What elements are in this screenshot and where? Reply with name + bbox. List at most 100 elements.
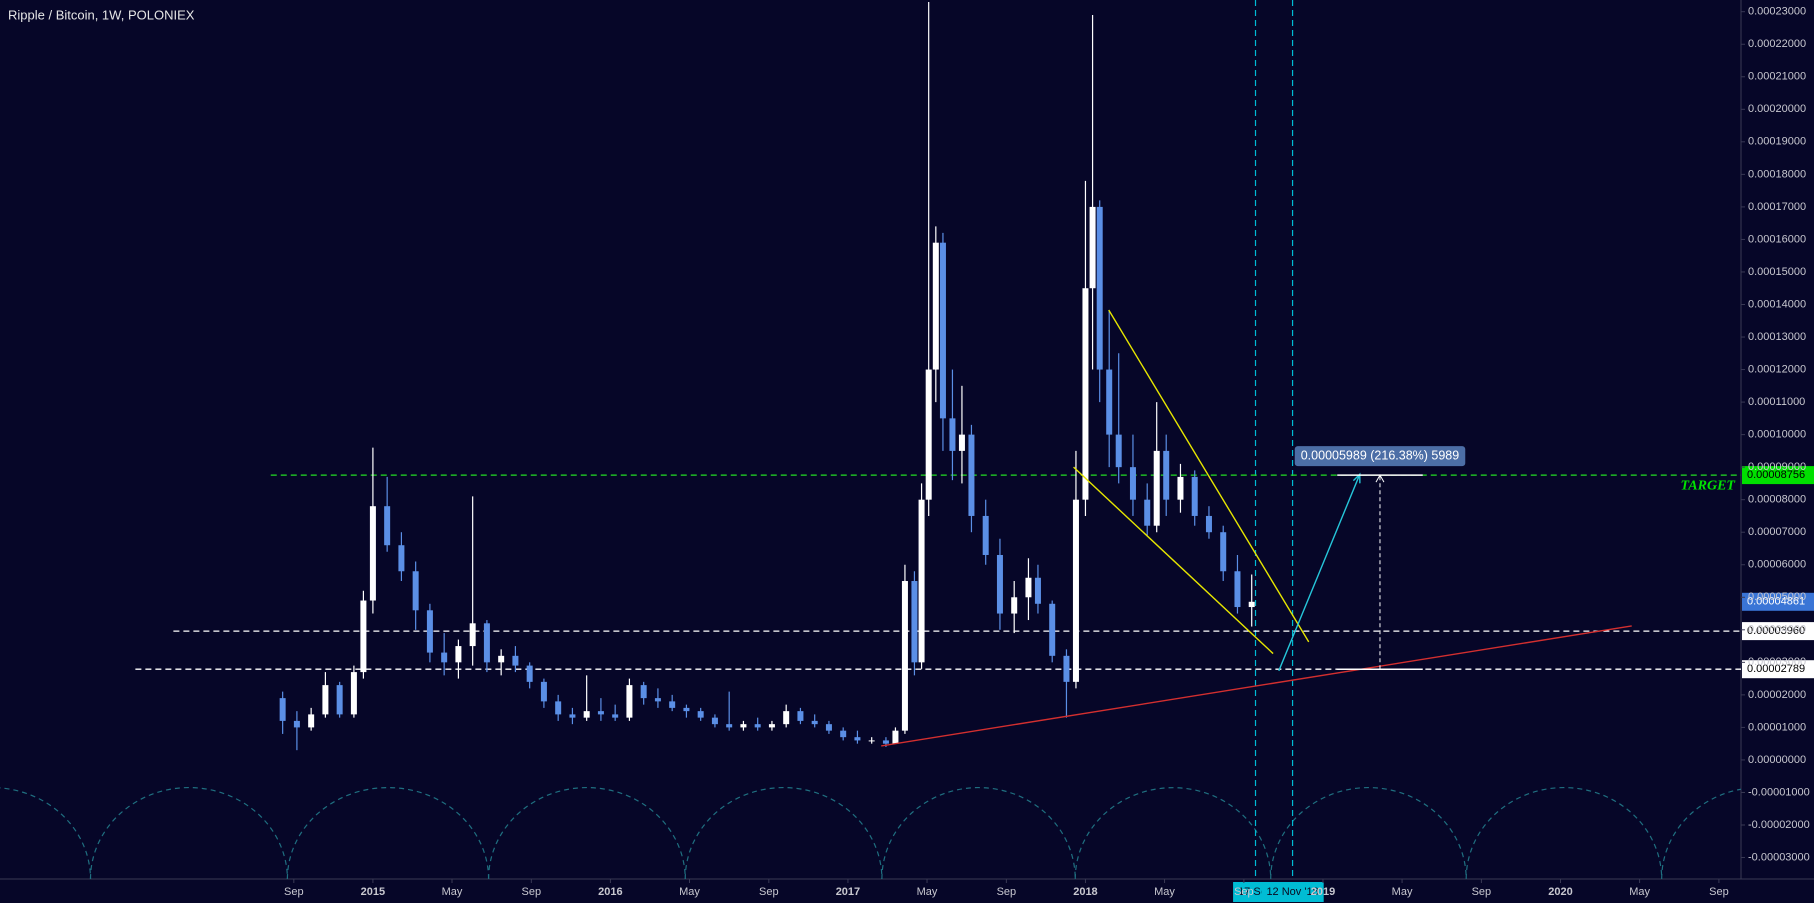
candle-body xyxy=(555,701,562,715)
candle-body xyxy=(384,506,391,546)
candle-body xyxy=(996,554,1003,614)
candle-body xyxy=(982,515,989,555)
y-tick-label: 0.00007000 xyxy=(1748,526,1806,538)
candle-body xyxy=(1234,571,1241,608)
candle-body xyxy=(811,720,818,725)
date-tag-box xyxy=(1261,882,1324,902)
x-tick-label: May xyxy=(1392,886,1413,898)
candle-body xyxy=(583,711,590,718)
candle-body xyxy=(868,740,875,742)
y-tick-label: 0.00011000 xyxy=(1748,396,1805,408)
candle-body xyxy=(783,711,790,725)
date-tag: 12 Nov '18 xyxy=(1266,886,1318,898)
candle-body xyxy=(768,724,775,728)
candle-body xyxy=(1011,597,1018,614)
y-tick-label: 0.00004000 xyxy=(1748,624,1806,636)
candle-body xyxy=(925,369,932,500)
candle-body xyxy=(797,711,804,721)
candle-body xyxy=(1115,434,1122,468)
candle-body xyxy=(958,434,965,451)
x-tick-label: 2018 xyxy=(1073,886,1097,898)
y-tick-label: -0.00003000 xyxy=(1748,851,1810,863)
candle-body xyxy=(1025,577,1032,598)
arrow-head xyxy=(1375,474,1385,483)
cycle-arc xyxy=(1270,787,1467,879)
candle-body xyxy=(1153,450,1160,526)
level-price-tag-box xyxy=(1742,622,1814,641)
target-label: TARGET xyxy=(1681,478,1737,493)
y-tick-label: 0.00015000 xyxy=(1748,266,1806,278)
x-tick-label: Sep xyxy=(522,886,542,898)
candle-body xyxy=(626,685,633,718)
candle-body xyxy=(740,724,747,728)
y-tick-label: 0.00005000 xyxy=(1748,591,1806,603)
candle-body xyxy=(369,506,376,601)
chart-title: Ripple / Bitcoin, 1W, POLONIEX xyxy=(8,7,195,22)
candle-body xyxy=(1063,655,1070,682)
candle-body xyxy=(1129,467,1136,500)
candle-body xyxy=(441,652,448,663)
candle-body xyxy=(754,724,761,728)
candle-body xyxy=(512,655,519,666)
x-tick-label: 2019 xyxy=(1311,886,1335,898)
candle-body xyxy=(697,711,704,718)
level-price-tag-box xyxy=(1742,660,1814,679)
cycle-arc xyxy=(89,786,288,879)
candle-body xyxy=(426,610,433,653)
x-tick-label: 2016 xyxy=(598,886,622,898)
x-tick-label: Sep xyxy=(1234,886,1254,898)
x-tick-label: Sep xyxy=(284,886,304,898)
y-tick-label: 0.00013000 xyxy=(1748,331,1806,343)
candle-body xyxy=(1144,499,1151,526)
y-tick-label: 0.00019000 xyxy=(1748,136,1806,148)
y-tick-label: 0.00017000 xyxy=(1748,201,1806,213)
candle-body xyxy=(540,681,547,702)
candle-body xyxy=(654,698,661,702)
x-tick-label: 2017 xyxy=(836,886,860,898)
cycle-arc xyxy=(0,787,92,879)
candle-body xyxy=(911,581,918,663)
candle-body xyxy=(498,655,505,663)
candle-body xyxy=(932,242,939,370)
candle-body xyxy=(526,665,533,682)
candle-body xyxy=(1205,515,1212,533)
x-tick-label: May xyxy=(442,886,463,898)
candle-body xyxy=(640,685,647,699)
cycle-arc xyxy=(1074,786,1272,879)
candle-body xyxy=(412,571,419,611)
level-price-tag: 0.00003960 xyxy=(1747,625,1805,637)
candle-body xyxy=(469,623,476,647)
y-tick-label: 0.00022000 xyxy=(1748,38,1806,50)
y-tick-label: 0.00018000 xyxy=(1748,168,1806,180)
candle-body xyxy=(968,434,975,516)
candle-body xyxy=(398,545,405,572)
candle-body xyxy=(1034,577,1041,604)
y-tick-label: -0.00001000 xyxy=(1748,786,1810,798)
trend-line xyxy=(1278,474,1361,672)
candle-body xyxy=(293,720,300,728)
y-tick-label: 0.00001000 xyxy=(1748,721,1806,733)
trend-line xyxy=(1073,466,1274,655)
y-tick-label: 0.00010000 xyxy=(1748,429,1806,441)
candle-body xyxy=(1096,206,1103,370)
candle-body xyxy=(683,707,690,712)
y-tick-label: 0.00002000 xyxy=(1748,689,1806,701)
x-tick-label: May xyxy=(1629,886,1650,898)
candle-body xyxy=(483,623,490,663)
candle-body xyxy=(892,730,899,744)
candle-body xyxy=(279,698,286,721)
candle-body xyxy=(840,730,847,738)
candle-body xyxy=(949,418,956,451)
trend-line xyxy=(881,625,1632,747)
candle-body xyxy=(612,714,619,718)
y-tick-label: 0.00021000 xyxy=(1748,71,1806,83)
cycle-arc xyxy=(881,786,1076,879)
x-tick-label: 2015 xyxy=(361,886,385,898)
candle-body xyxy=(455,646,462,663)
candle-body xyxy=(901,581,908,731)
y-tick-label: 0.00023000 xyxy=(1748,6,1806,18)
x-tick-label: May xyxy=(917,886,938,898)
arrow-head xyxy=(1352,472,1361,484)
level-price-tag-box xyxy=(1742,466,1814,485)
